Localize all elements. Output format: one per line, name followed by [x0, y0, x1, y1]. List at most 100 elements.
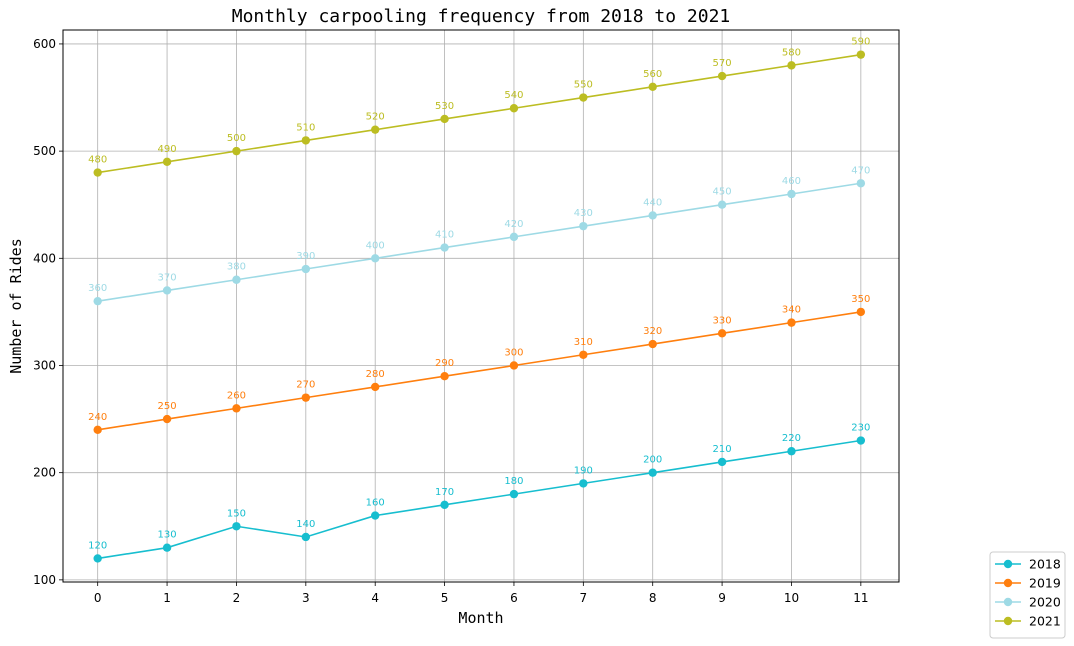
legend-swatch-marker: [1003, 559, 1013, 569]
data-point: [232, 522, 241, 531]
data-point: [579, 350, 588, 359]
data-point: [787, 318, 796, 327]
y-tick-label: 500: [33, 144, 56, 158]
data-label: 370: [158, 272, 177, 283]
data-label: 360: [88, 283, 107, 294]
x-tick-label: 10: [784, 591, 799, 605]
data-point: [509, 489, 519, 499]
data-label: 330: [713, 315, 732, 326]
series-2018: 120 130 150 140 160 170 180 190 200 210 220 230: [88, 423, 870, 563]
data-point: [509, 361, 519, 370]
data-point: [717, 71, 727, 81]
data-label: 390: [296, 251, 315, 262]
data-label: 570: [713, 58, 732, 69]
data-label: 590: [851, 37, 870, 48]
data-label: 150: [227, 508, 246, 519]
data-label: 130: [158, 530, 177, 541]
series-layer: 1201301501401601701801902002102202302402…: [88, 37, 870, 563]
data-point: [648, 339, 657, 349]
data-point: [717, 200, 727, 209]
legend-swatch-marker: [1003, 616, 1013, 626]
data-label: 520: [366, 112, 385, 123]
data-label: 450: [713, 187, 732, 198]
data-point: [301, 136, 311, 145]
data-label: 300: [504, 347, 523, 358]
data-point: [301, 393, 311, 402]
legend-item-2021: 2021: [995, 614, 1061, 629]
x-axis-label: Month: [458, 609, 503, 627]
data-label: 540: [504, 90, 523, 101]
legend-frame: [989, 551, 1066, 639]
data-point: [509, 232, 519, 242]
data-label: 530: [435, 101, 454, 112]
data-label: 430: [574, 208, 593, 219]
data-point: [648, 468, 657, 477]
data-point: [717, 457, 727, 467]
data-point: [856, 179, 866, 188]
axis-ticks: 0 1 2 3 4 5 6 7 8 9 10 11 100 200 300 400 500 600: [33, 37, 868, 605]
data-label: 420: [504, 219, 523, 230]
data-label: 140: [296, 519, 315, 530]
data-point: [370, 511, 380, 520]
x-tick-label: 7: [580, 591, 588, 605]
legend-item-2020: 2020: [995, 595, 1061, 610]
x-tick-label: 2: [233, 591, 241, 605]
legend-label: 2020: [1029, 595, 1061, 610]
data-point: [162, 414, 172, 424]
data-point: [93, 425, 102, 434]
data-label: 230: [851, 423, 870, 434]
legend-item-2018: 2018: [995, 557, 1061, 572]
data-label: 220: [782, 433, 801, 444]
data-point: [440, 372, 449, 381]
data-label: 200: [643, 455, 662, 466]
data-point: [370, 125, 380, 134]
series-2021: 480 490 500 510 520 530 540 550 560 570 580 590: [88, 37, 870, 177]
data-label: 320: [643, 326, 662, 337]
y-tick-label: 400: [33, 251, 56, 265]
data-label: 380: [227, 262, 246, 273]
legend-swatch-marker: [1003, 597, 1013, 607]
legend-label: 2018: [1029, 557, 1061, 572]
y-tick-label: 600: [33, 37, 56, 51]
data-point: [856, 307, 866, 317]
chart-title: Monthly carpooling frequency from 2018 t…: [232, 6, 731, 27]
data-point: [787, 447, 796, 456]
data-label: 550: [574, 80, 593, 91]
data-point: [579, 479, 588, 488]
data-label: 580: [782, 47, 801, 58]
data-point: [301, 264, 311, 274]
x-tick-label: 1: [163, 591, 171, 605]
x-tick-label: 8: [649, 591, 657, 605]
data-point: [856, 50, 866, 59]
data-point: [579, 93, 588, 102]
data-label: 190: [574, 465, 593, 476]
data-label: 460: [782, 176, 801, 187]
data-label: 500: [227, 133, 246, 144]
data-label: 170: [435, 487, 454, 498]
data-label: 490: [158, 144, 177, 155]
x-tick-label: 11: [853, 591, 868, 605]
x-tick-label: 3: [302, 591, 310, 605]
series-2019: 240 250 260 270 280 290 300 310 320 330 340 350: [88, 294, 870, 434]
data-label: 340: [782, 305, 801, 316]
data-point: [579, 221, 588, 231]
data-label: 440: [643, 197, 662, 208]
data-label: 470: [851, 165, 870, 176]
series-line: [97, 53, 861, 174]
data-label: 180: [504, 476, 523, 487]
y-tick-label: 200: [33, 466, 56, 480]
data-point: [440, 114, 449, 124]
data-label: 310: [574, 337, 593, 348]
data-point: [509, 104, 519, 113]
data-point: [787, 189, 796, 199]
legend-swatch-marker: [1003, 578, 1013, 588]
legend-label: 2019: [1029, 576, 1061, 591]
data-label: 210: [713, 444, 732, 455]
data-point: [162, 543, 172, 552]
data-point: [301, 532, 311, 542]
data-point: [440, 243, 449, 252]
legend: 2018 2019 2020 2021: [989, 551, 1066, 639]
data-label: 280: [366, 369, 385, 380]
